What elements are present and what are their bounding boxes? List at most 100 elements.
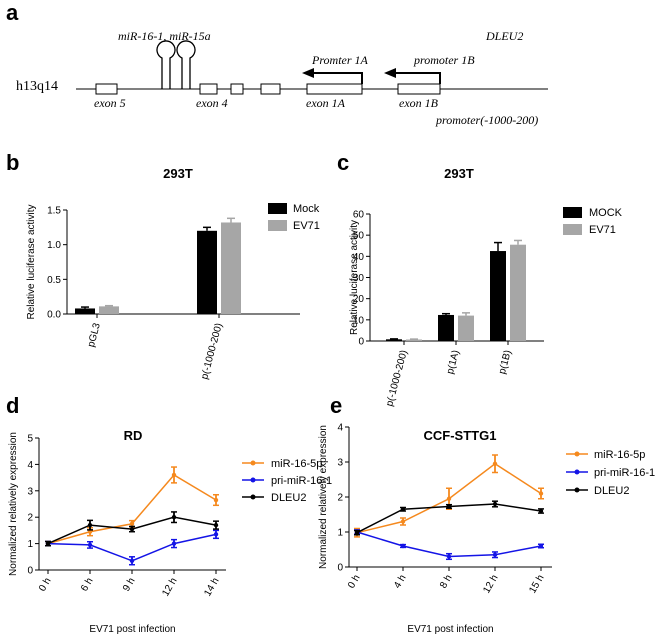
x-axis-label: EV71 post infection (89, 624, 175, 635)
legend-swatch (563, 224, 582, 235)
legend-label: miR-16-5p (594, 449, 645, 461)
legend-label: MOCK (589, 207, 623, 219)
y-tick-label: 4 (337, 423, 343, 434)
data-point (446, 554, 452, 559)
bar-mock-1 (197, 230, 217, 314)
exon-1B-box (397, 83, 441, 95)
bar-mock-0 (75, 308, 95, 314)
legend-label: EV71 (589, 224, 616, 236)
data-point (129, 526, 135, 532)
legend-marker (250, 477, 256, 483)
y-tick-label: 1 (337, 528, 343, 539)
legend-swatch (268, 220, 287, 231)
panel-e-letter: e (330, 393, 342, 418)
y-tick-label: 2 (337, 493, 343, 504)
panel-e-line-chart: e CCF-STTG1 0 1 2 3 4 Normalized relatively exp… (318, 393, 655, 635)
chart-title: CCF-STTG1 (424, 428, 497, 443)
x-tick-label: 0 h (37, 576, 53, 594)
exon-1A-box (306, 83, 363, 95)
promoter-1A-arrow (312, 72, 363, 84)
y-axis-label: Relative luciferase activity (26, 204, 37, 319)
x-tick-label: 12 h (481, 573, 500, 595)
legend-marker (250, 460, 256, 466)
y-axis-label: Normalized relatively expression (318, 425, 329, 569)
chart-title: 293T (163, 166, 193, 181)
exon-4-label: exon 4 (196, 96, 228, 110)
data-point (213, 497, 219, 503)
data-point (492, 552, 498, 557)
series-line-pri-mir-16-1 (356, 531, 542, 558)
x-tick-label: p(1B) (497, 349, 514, 375)
data-point (171, 515, 177, 520)
y-tick-label: 0.0 (47, 310, 61, 321)
y-tick-label: 50 (353, 231, 365, 242)
data-point (492, 461, 498, 466)
bar-ev71-0 (406, 339, 422, 341)
y-tick-label: 0 (27, 566, 33, 577)
data-point (492, 501, 498, 507)
x-tick-label: 0 h (346, 573, 362, 591)
panel-a-letter: a (6, 0, 19, 25)
y-tick-label: 1.5 (47, 206, 61, 217)
gene-name-label: DLEU2 (485, 29, 523, 43)
data-point (129, 521, 135, 526)
legend-marker (250, 494, 256, 500)
data-point (171, 472, 177, 478)
data-point (129, 558, 135, 563)
bar-ev71-2 (510, 244, 526, 341)
y-axis-label: Normalized relatively expression (8, 432, 19, 576)
y-tick-label: 4 (27, 460, 33, 471)
bar-mock-0 (386, 339, 402, 341)
x-tick-label: 4 h (392, 573, 408, 591)
exon-5-box (95, 83, 118, 95)
promoter-1A-arrowhead (302, 68, 314, 78)
data-point (171, 541, 177, 546)
panel-d-line-chart: d RD 0 1 2 3 4 5 Normalized relatively expressio… (6, 393, 332, 635)
data-point (538, 508, 544, 514)
x-axis-label: EV71 post infection (407, 624, 493, 635)
chart-title: 293T (444, 166, 474, 181)
panel-d-letter: d (6, 393, 19, 418)
y-tick-label: 3 (27, 486, 33, 497)
chart-title: RD (124, 428, 143, 443)
y-tick-label: 60 (353, 210, 365, 221)
x-tick-label: p(1A) (445, 349, 462, 375)
legend-swatch (268, 203, 287, 214)
exon-1B-label: exon 1B (399, 96, 439, 110)
panel-c-letter: c (337, 150, 349, 175)
exon-2-box (260, 83, 281, 95)
bar-ev71-1 (458, 315, 474, 341)
legend-marker (574, 469, 580, 475)
exon-3-box (230, 83, 244, 95)
mirna-hairpin-2 (176, 40, 196, 89)
x-tick-label: 14 h (202, 576, 221, 598)
legend-marker (574, 487, 580, 493)
legend-label: DLEU2 (271, 492, 306, 504)
data-point (400, 507, 406, 512)
data-point (538, 543, 544, 549)
data-point (45, 541, 51, 546)
legend-label: DLEU2 (594, 485, 629, 497)
legend-marker (574, 451, 580, 457)
x-tick-label: 9 h (121, 576, 137, 594)
data-point (354, 530, 360, 535)
y-tick-label: 1 (27, 539, 33, 550)
bar-ev71-1 (221, 222, 241, 314)
data-point (87, 542, 93, 548)
y-axis-label: Relative luciferase activity (349, 220, 360, 335)
legend-label: EV71 (293, 220, 320, 232)
promoter-1A-label: Promter 1A (311, 53, 369, 67)
y-tick-label: 0 (358, 337, 364, 348)
y-tick-label: 1.0 (47, 240, 61, 251)
data-point (400, 543, 406, 549)
legend-label: Mock (293, 203, 320, 215)
y-tick-label: 20 (353, 294, 365, 305)
legend-swatch (563, 207, 582, 218)
exon-5-label: exon 5 (94, 96, 126, 110)
panel-b-bar-chart: b 293T 0.0 0.5 1.0 1.5 Relative luciferase act… (6, 150, 320, 381)
x-tick-label: 8 h (438, 573, 454, 591)
data-point (538, 491, 544, 496)
y-tick-label: 5 (27, 434, 33, 445)
exon-4-box (199, 83, 218, 95)
